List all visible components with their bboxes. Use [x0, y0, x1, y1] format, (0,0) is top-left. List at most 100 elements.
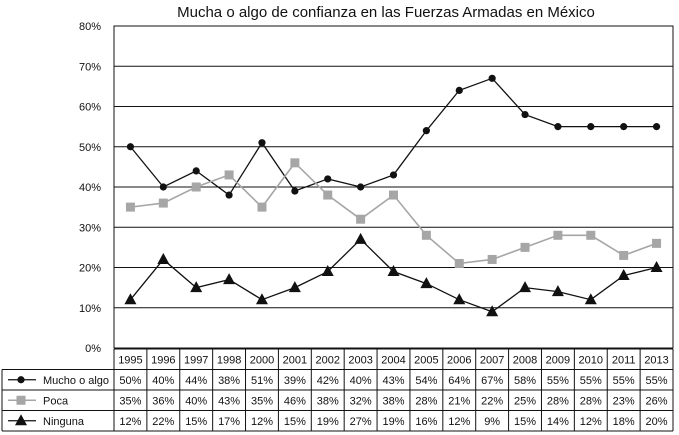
- data-label-mucho-o-algo: 44%: [185, 375, 207, 387]
- data-point-ninguna-2007: [486, 305, 499, 317]
- data-point-mucho-o-algo-2003: [357, 183, 365, 191]
- y-tick-label: 50%: [79, 142, 101, 154]
- legend-label: Ninguna: [43, 416, 85, 428]
- data-point-mucho-o-algo-2000: [258, 139, 266, 147]
- data-point-poca-2000: [257, 202, 267, 212]
- data-point-mucho-o-algo-1995: [126, 143, 135, 151]
- data-label-poca: 38%: [382, 395, 404, 407]
- data-label-ninguna: 14%: [547, 416, 569, 428]
- data-point-ninguna-2008: [519, 281, 532, 293]
- data-point-mucho-o-algo-2005: [422, 127, 430, 135]
- data-point-mucho-o-algo-2008: [521, 110, 529, 119]
- data-label-mucho-o-algo: 40%: [350, 375, 372, 387]
- data-label-poca: 21%: [448, 395, 470, 407]
- data-label-poca: 38%: [317, 395, 339, 407]
- data-label-poca: 43%: [218, 395, 240, 407]
- data-table: 1995 1996 1997 1998 2000 2001 2002 2003 2004 2005…: [1, 348, 674, 432]
- x-tick-label: 2000: [250, 355, 274, 367]
- x-tick-label: 1998: [217, 355, 241, 367]
- data-point-mucho-o-algo-1998: [225, 191, 233, 199]
- y-tick-label: 10%: [79, 303, 101, 315]
- data-label-poca: 25%: [514, 395, 536, 407]
- x-tick-label: 1995: [118, 355, 142, 367]
- data-label-poca: 35%: [251, 395, 273, 407]
- x-tick-label: 1996: [151, 355, 175, 367]
- data-point-poca-2001: [290, 158, 300, 168]
- data-label-ninguna: 12%: [119, 416, 141, 428]
- data-label-ninguna: 17%: [218, 416, 240, 428]
- data-point-ninguna-1998: [223, 273, 236, 285]
- data-label-ninguna: 15%: [185, 416, 207, 428]
- data-point-poca-1995: [125, 202, 135, 212]
- y-tick-label: 60%: [79, 102, 101, 114]
- data-label-poca: 35%: [119, 395, 141, 407]
- x-tick-label: 2008: [513, 355, 537, 367]
- x-tick-label: 2011: [612, 355, 636, 367]
- data-point-ninguna-2000: [255, 293, 268, 305]
- data-label-mucho-o-algo: 55%: [646, 375, 668, 387]
- data-point-ninguna-1997: [190, 281, 203, 293]
- data-point-mucho-o-algo-2007: [488, 74, 496, 82]
- data-label-poca: 28%: [547, 395, 569, 407]
- legend-label: Mucho o algo: [43, 375, 109, 387]
- data-point-ninguna-2001: [288, 281, 301, 293]
- series-layer: [124, 74, 663, 317]
- data-label-ninguna: 20%: [646, 416, 668, 428]
- x-tick-label: 2006: [447, 355, 471, 367]
- data-point-poca-2008: [520, 242, 530, 252]
- x-tick-label: 2007: [480, 355, 504, 367]
- data-label-mucho-o-algo: 42%: [317, 375, 339, 387]
- data-point-poca-2013: [652, 238, 662, 248]
- data-point-poca-1996: [158, 198, 168, 208]
- x-tick-label: 2009: [546, 355, 570, 367]
- data-label-mucho-o-algo: 39%: [284, 375, 306, 387]
- data-label-ninguna: 27%: [350, 416, 372, 428]
- x-tick-label: 2001: [283, 355, 307, 367]
- legend-entry-mucho-o-algo: Mucho o algo: [8, 375, 109, 387]
- data-point-poca-2004: [389, 190, 398, 200]
- data-label-poca: 28%: [580, 395, 602, 407]
- y-tick-label: 80%: [79, 21, 101, 33]
- data-label-mucho-o-algo: 54%: [415, 375, 437, 387]
- data-label-ninguna: 22%: [152, 416, 174, 428]
- data-label-mucho-o-algo: 51%: [251, 375, 273, 387]
- data-label-ninguna: 19%: [317, 416, 339, 428]
- data-label-ninguna: 9%: [484, 416, 500, 428]
- x-tick-label: 2013: [644, 355, 668, 367]
- data-label-poca: 22%: [481, 395, 503, 407]
- data-point-ninguna-2009: [551, 285, 564, 297]
- data-label-ninguna: 12%: [580, 416, 602, 428]
- data-point-ninguna-2002: [321, 265, 334, 277]
- data-label-mucho-o-algo: 43%: [382, 375, 404, 387]
- data-label-mucho-o-algo: 58%: [514, 375, 536, 387]
- data-label-mucho-o-algo: 55%: [613, 375, 635, 387]
- y-tick-label: 20%: [79, 263, 101, 275]
- data-label-ninguna: 19%: [382, 416, 404, 428]
- data-label-ninguna: 18%: [613, 416, 635, 428]
- data-point-mucho-o-algo-2010: [587, 123, 595, 131]
- x-tick-label: 2004: [381, 355, 405, 367]
- x-tick-label: 2010: [579, 355, 603, 367]
- data-label-ninguna: 16%: [415, 416, 437, 428]
- data-label-mucho-o-algo: 55%: [547, 375, 569, 387]
- data-label-mucho-o-algo: 40%: [152, 375, 174, 387]
- data-point-ninguna-2013: [650, 261, 663, 272]
- series-mucho-o-algo: [126, 74, 661, 199]
- data-point-poca-2002: [323, 190, 333, 200]
- data-label-ninguna: 15%: [514, 416, 536, 428]
- data-label-poca: 32%: [350, 395, 372, 407]
- y-tick-label: 0%: [85, 343, 101, 355]
- data-point-mucho-o-algo-2006: [455, 86, 463, 94]
- data-point-poca-2009: [553, 230, 563, 240]
- data-point-ninguna-1996: [157, 252, 170, 264]
- data-label-poca: 28%: [415, 395, 437, 407]
- y-axis-ticks: 0% 10% 20% 30% 40% 50% 60% 70% 80%: [79, 21, 101, 355]
- y-tick-label: 70%: [79, 61, 101, 73]
- legend-label: Poca: [43, 395, 69, 407]
- data-label-ninguna: 15%: [284, 416, 306, 428]
- series-poca: [125, 158, 662, 268]
- x-tick-label: 2003: [348, 355, 372, 367]
- data-point-poca-2011: [619, 250, 629, 260]
- data-label-poca: 46%: [284, 395, 306, 407]
